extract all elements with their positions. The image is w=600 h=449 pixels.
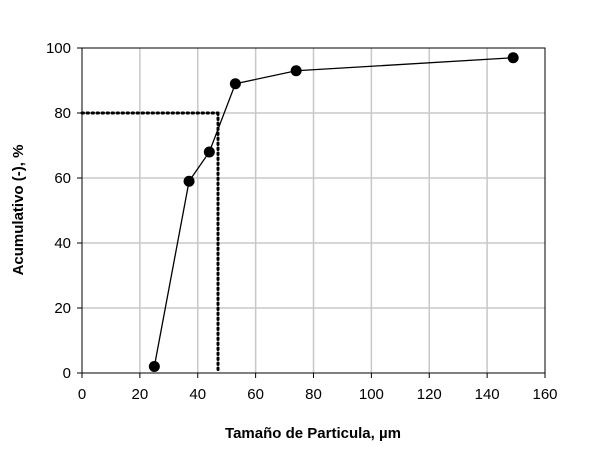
y-tick-label: 0 bbox=[63, 365, 71, 382]
data-point bbox=[507, 52, 519, 64]
y-tick-label: 60 bbox=[54, 170, 71, 187]
data-series bbox=[148, 52, 519, 372]
x-tick-label: 0 bbox=[78, 386, 86, 403]
data-point bbox=[203, 146, 215, 158]
x-tick-label: 120 bbox=[417, 386, 442, 403]
x-tick-label: 160 bbox=[532, 386, 557, 403]
data-point bbox=[290, 65, 302, 77]
data-point bbox=[229, 78, 241, 90]
x-tick-label: 60 bbox=[247, 386, 264, 403]
x-tick-label: 40 bbox=[189, 386, 206, 403]
y-tick-label: 40 bbox=[54, 235, 71, 252]
d80-guide-lines bbox=[80, 111, 220, 375]
data-point bbox=[183, 175, 195, 187]
y-tick-label: 80 bbox=[54, 105, 71, 122]
y-axis-label: Acumulativo (-), % bbox=[10, 145, 27, 276]
x-axis-label: Tamaño de Particula, µm bbox=[225, 425, 401, 442]
x-tick-label: 80 bbox=[305, 386, 322, 403]
x-tick-label: 20 bbox=[132, 386, 149, 403]
y-tick-label: 100 bbox=[46, 40, 71, 57]
x-tick-label: 100 bbox=[359, 386, 384, 403]
axis-ticks: 0 20 40 60 80 100 120 140 160 0 20 40 60 80 100 bbox=[46, 40, 558, 403]
grid-lines bbox=[82, 48, 545, 373]
x-tick-label: 140 bbox=[475, 386, 500, 403]
data-point bbox=[148, 361, 160, 372]
y-tick-label: 20 bbox=[54, 300, 71, 317]
